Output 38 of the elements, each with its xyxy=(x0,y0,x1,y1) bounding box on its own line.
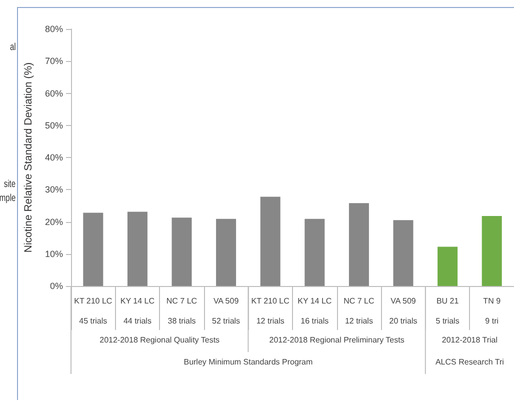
y-tick-label: 70% xyxy=(44,56,63,66)
bar xyxy=(83,212,104,286)
text: ALCS Research Tri xyxy=(435,358,504,366)
y-axis-title: Nicotine Relative Standard Deviation (%) xyxy=(22,62,35,253)
y-tick-label: 50% xyxy=(44,120,63,130)
text: site xyxy=(4,179,16,190)
category-label: KT 210 LC 12 trials xyxy=(251,296,290,326)
y-tick-label: 80% xyxy=(44,24,63,34)
bar xyxy=(482,216,502,286)
y-tick-label: 60% xyxy=(44,88,63,98)
bar xyxy=(172,218,192,286)
category-label: VA 509 52 trials xyxy=(212,296,240,326)
bar xyxy=(393,220,414,286)
bar xyxy=(216,218,236,286)
category-label: NC 7 LC 12 trials xyxy=(344,296,374,326)
bar xyxy=(348,203,369,286)
text: 2012-2018 Trial xyxy=(442,336,498,344)
category-label: KY 14 LC 44 trials xyxy=(120,296,155,326)
category-label: KY 14 LC 16 trials xyxy=(298,296,332,326)
category-label: VA 509 20 trials xyxy=(389,296,418,326)
text: al xyxy=(10,42,16,53)
category-label: TN 9 9 tri xyxy=(483,296,501,326)
bar xyxy=(260,196,280,286)
text: 2012-2018 Regional Quality Tests xyxy=(100,336,220,344)
y-tick-label: 10% xyxy=(44,248,63,259)
bar xyxy=(304,218,325,286)
y-tick-label: 0% xyxy=(50,281,63,291)
y-tick-label: 30% xyxy=(44,184,63,195)
y-tick-label: 20% xyxy=(44,216,63,227)
category-label: KT 210 LC 45 trials xyxy=(74,296,112,326)
text: mple xyxy=(0,193,16,204)
bar xyxy=(127,212,148,286)
category-label: BU 21 5 trials xyxy=(436,296,460,326)
text: 2012-2018 Regional Preliminary Tests xyxy=(269,336,404,344)
bar xyxy=(438,246,458,286)
text: Burley Minimum Standards Program xyxy=(184,358,313,366)
category-label: NC 7 LC 38 trials xyxy=(166,296,198,326)
y-tick-label: 40% xyxy=(44,152,63,162)
